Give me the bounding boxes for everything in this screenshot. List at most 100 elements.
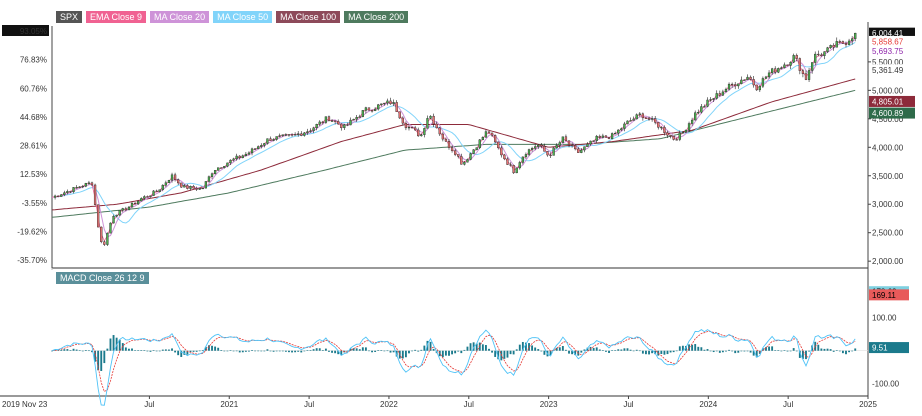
candle [253, 148, 257, 150]
macd-histogram-bar [620, 349, 623, 351]
macd-histogram-bar [69, 350, 72, 351]
candle [195, 188, 198, 190]
candle [201, 187, 204, 190]
macd-histogram-bar [780, 350, 783, 352]
candle [706, 99, 709, 107]
candle [644, 117, 648, 119]
candle [420, 134, 423, 137]
candle [564, 136, 568, 141]
macd-histogram-bar [457, 350, 460, 352]
macd-histogram-bar [749, 350, 752, 353]
candle [398, 111, 401, 119]
right-axis-tick: 3,500.00 [872, 172, 904, 181]
macd-histogram-bar [303, 350, 306, 352]
macd-signal-line [51, 331, 856, 393]
candle [666, 132, 669, 136]
macd-histogram-bar [340, 350, 343, 356]
candle [598, 135, 601, 138]
candle [660, 127, 663, 129]
macd-histogram-bar [801, 350, 804, 359]
macd-histogram-bar [361, 347, 364, 351]
right-axis-tick: 4,500.00 [872, 115, 904, 124]
macd-histogram-bar [131, 348, 133, 351]
candle [777, 68, 780, 73]
macd-histogram-bar [792, 348, 795, 351]
macd-histogram-bar [63, 349, 66, 351]
candle [346, 124, 349, 126]
candle [367, 107, 371, 111]
macd-histogram-bar [275, 350, 278, 352]
candle [75, 187, 78, 189]
macd-histogram-bar [715, 350, 718, 352]
candle [494, 135, 497, 143]
candle [829, 45, 832, 48]
macd-histogram-bar [297, 350, 300, 352]
macd-histogram-bar [180, 350, 183, 357]
candle [324, 116, 328, 123]
candle [783, 64, 786, 68]
candle [90, 182, 94, 186]
macd-histogram-bar [651, 350, 654, 354]
candle [617, 129, 620, 134]
legend-ma100[interactable]: MA Close 100 [276, 11, 341, 23]
candle [647, 117, 651, 120]
candle [552, 147, 555, 156]
macd-histogram-bar [355, 348, 358, 351]
candle [626, 120, 629, 125]
x-axis-tick: 2024 [699, 400, 717, 409]
candle [752, 79, 755, 86]
macd-histogram-bar [608, 350, 610, 353]
macd-histogram-bar [444, 350, 447, 356]
macd-histogram-bar [826, 348, 829, 351]
legend-ma200[interactable]: MA Close 200 [344, 11, 409, 23]
candle [180, 182, 183, 188]
macd-histogram-bar [94, 350, 97, 362]
candle [512, 165, 515, 174]
macd-histogram-bar [214, 346, 217, 351]
macd-histogram-bar [700, 347, 703, 351]
candle [383, 102, 386, 105]
macd-histogram-bar [611, 350, 614, 351]
macd-histogram-bar [845, 350, 847, 355]
macd-histogram-bar [281, 350, 284, 352]
candle [349, 119, 352, 126]
candle [764, 76, 768, 79]
candle [730, 83, 734, 86]
macd-histogram-bar [534, 347, 537, 351]
macd-histogram-bar [697, 346, 700, 351]
candle [115, 214, 118, 217]
candle [272, 139, 275, 141]
candle [146, 196, 149, 198]
legend-ema9[interactable]: EMA Close 9 [86, 11, 147, 23]
macd-histogram-bar [835, 350, 838, 351]
candle [244, 153, 248, 156]
macd-histogram-bar [761, 348, 764, 351]
macd-histogram-bar [352, 348, 355, 351]
candle [789, 62, 792, 66]
candle [57, 195, 60, 197]
macd-histogram-bar [472, 342, 475, 351]
candle [561, 136, 564, 143]
candle [589, 140, 592, 145]
candle [321, 121, 324, 123]
macd-histogram-bar [768, 346, 770, 351]
macd-histogram-bar [829, 349, 832, 351]
macd-histogram-bar [484, 345, 487, 351]
candle [241, 155, 244, 158]
candle [140, 198, 143, 202]
left-axis-tick: 76.83% [20, 56, 47, 65]
candle [737, 83, 740, 87]
legend-macd[interactable]: MACD Close 26 12 9 [56, 272, 149, 284]
last-value-label: 4,600.89 [872, 109, 904, 118]
candle [380, 103, 383, 105]
legend-ma50[interactable]: MA Close 50 [213, 11, 273, 23]
macd-histogram-bar [278, 350, 281, 352]
macd-histogram-bar [404, 350, 407, 358]
candle [657, 122, 660, 128]
legend-ma20[interactable]: MA Close 20 [150, 11, 210, 23]
macd-pane [51, 329, 868, 406]
legend-spx[interactable]: SPX [56, 11, 83, 23]
candle [300, 133, 303, 136]
candle [229, 159, 232, 164]
candle [820, 54, 823, 57]
